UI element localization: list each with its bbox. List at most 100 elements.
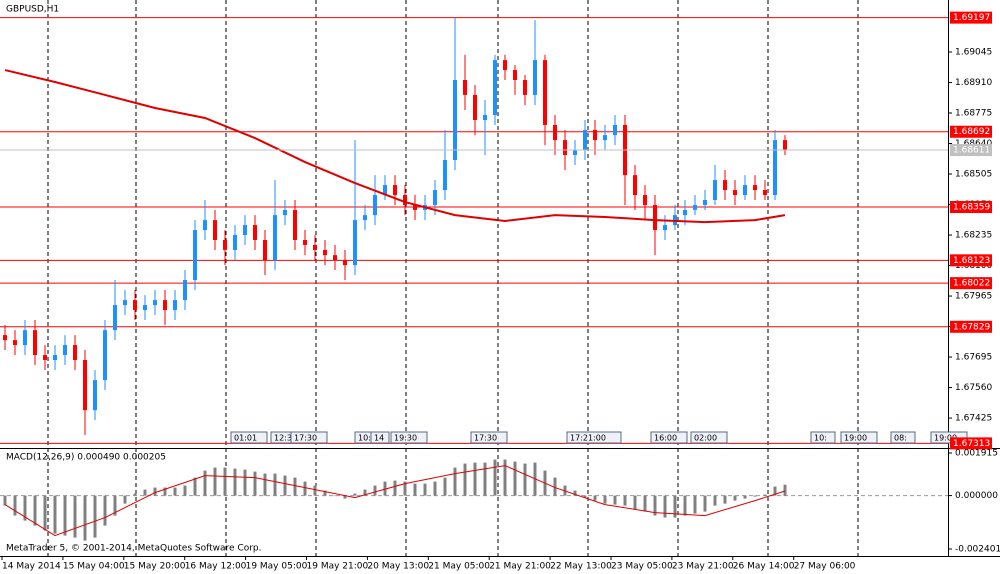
candle-body: [33, 330, 37, 356]
candle-body: [563, 140, 567, 156]
macd-bar: [663, 495, 667, 518]
event-label: 17:30: [294, 434, 317, 443]
candle-body: [3, 335, 7, 341]
candle-body: [23, 330, 27, 346]
candle-body: [273, 215, 277, 261]
event-label: 19:30: [394, 434, 417, 443]
macd-bar: [433, 481, 437, 496]
candle-body: [173, 300, 177, 311]
macd-bar: [33, 495, 37, 526]
macd-bar: [453, 467, 457, 496]
macd-bar: [93, 495, 97, 538]
candle-body: [753, 185, 757, 191]
y-tick-label: 1.67695: [955, 353, 992, 363]
macd-bar: [213, 467, 217, 496]
level-label: 1.69197: [953, 13, 990, 23]
macd-bar: [163, 487, 167, 496]
signal-line: [4, 465, 786, 537]
time-label: 15 May 04:00: [63, 562, 125, 572]
level-label-box: [950, 437, 992, 450]
candle-body: [183, 279, 187, 301]
y-tick-label: 1.68640: [955, 139, 992, 149]
candle-body: [493, 60, 497, 116]
indicator-title: MACD(12,26,9) 0.000490 0.000205: [6, 453, 166, 463]
candle-body: [53, 355, 57, 360]
macd-bar: [773, 486, 777, 496]
macd-bar: [13, 495, 17, 516]
macd-bar: [473, 462, 477, 496]
day-separators: [47, 0, 859, 556]
time-label: 14 May 2014: [2, 562, 61, 572]
macd-bar: [43, 495, 47, 531]
macd-bar: [193, 477, 197, 496]
candle-body: [573, 150, 577, 156]
level-label: 1.68123: [953, 256, 990, 266]
candle-body: [333, 255, 337, 261]
macd-bar: [293, 477, 297, 496]
footer: MetaTrader 5, © 2001-2014, MetaQuotes So…: [6, 544, 262, 554]
macd-bar: [503, 459, 507, 496]
candle-body: [593, 129, 597, 141]
macd-bar: [203, 470, 207, 496]
event-label: 17:30: [474, 434, 497, 443]
event-label: 17:21:00: [570, 434, 606, 443]
candle-body: [63, 345, 67, 356]
candle-body: [443, 159, 447, 191]
candle-body: [113, 305, 117, 331]
event-label: 08:: [894, 434, 907, 443]
y-tick-label: 1.68910: [955, 78, 992, 88]
macd-bar: [253, 471, 257, 496]
candle-body: [613, 124, 617, 136]
macd-bar: [243, 469, 247, 496]
macd-bar: [653, 495, 657, 516]
macd-bar: [403, 481, 407, 496]
y-tick-label: 1.67965: [955, 292, 992, 302]
candle-body: [123, 300, 127, 306]
time-label: 23 May 05:00: [611, 562, 673, 572]
macd-bar: [693, 495, 697, 514]
time-label: 26 May 14:00: [733, 562, 795, 572]
event-label: 02:00: [694, 434, 717, 443]
macd-bar: [153, 487, 157, 496]
candle-body: [263, 239, 267, 261]
candle-body: [713, 180, 717, 200]
event-box: [810, 431, 836, 444]
candle-body: [143, 305, 147, 311]
macd-bar: [313, 485, 317, 496]
candle-body: [393, 185, 397, 196]
macd-bar: [323, 490, 327, 496]
level-label-box: [950, 277, 992, 290]
candle-body: [463, 79, 467, 95]
candle-body: [733, 190, 737, 196]
level-label: 1.67829: [953, 322, 990, 332]
candle-body: [433, 190, 437, 205]
event-label: 10:: [814, 434, 827, 443]
event-box: [650, 431, 688, 444]
macd-bar: [183, 485, 187, 496]
candle-body: [513, 70, 517, 80]
macd-bar: [643, 495, 647, 512]
candle-body: [213, 220, 217, 240]
candle-body: [413, 204, 417, 210]
y-tick-label: 0.001915: [955, 449, 998, 459]
candle-body: [693, 204, 697, 210]
level-label-box: [950, 125, 992, 138]
macd-bar: [493, 459, 497, 496]
bid-label-box: [950, 144, 992, 157]
chart-title: GBPUSD,H1: [6, 5, 59, 15]
event-box: [690, 431, 728, 444]
macd-bar: [393, 480, 397, 496]
event-label: 01:01: [234, 434, 257, 443]
macd-bar: [363, 489, 367, 496]
time-label: 16 May 12:00: [185, 562, 247, 572]
candle-body: [683, 209, 687, 216]
candle-body: [193, 230, 197, 280]
event-label: 12:3: [274, 434, 292, 443]
candle-body: [153, 300, 157, 306]
time-label: 20 May 13:00: [367, 562, 429, 572]
event-box: [840, 431, 878, 444]
macd-bar: [343, 495, 347, 499]
macd-bar: [263, 473, 267, 496]
candle-body: [353, 220, 357, 266]
event-box: [230, 431, 268, 444]
